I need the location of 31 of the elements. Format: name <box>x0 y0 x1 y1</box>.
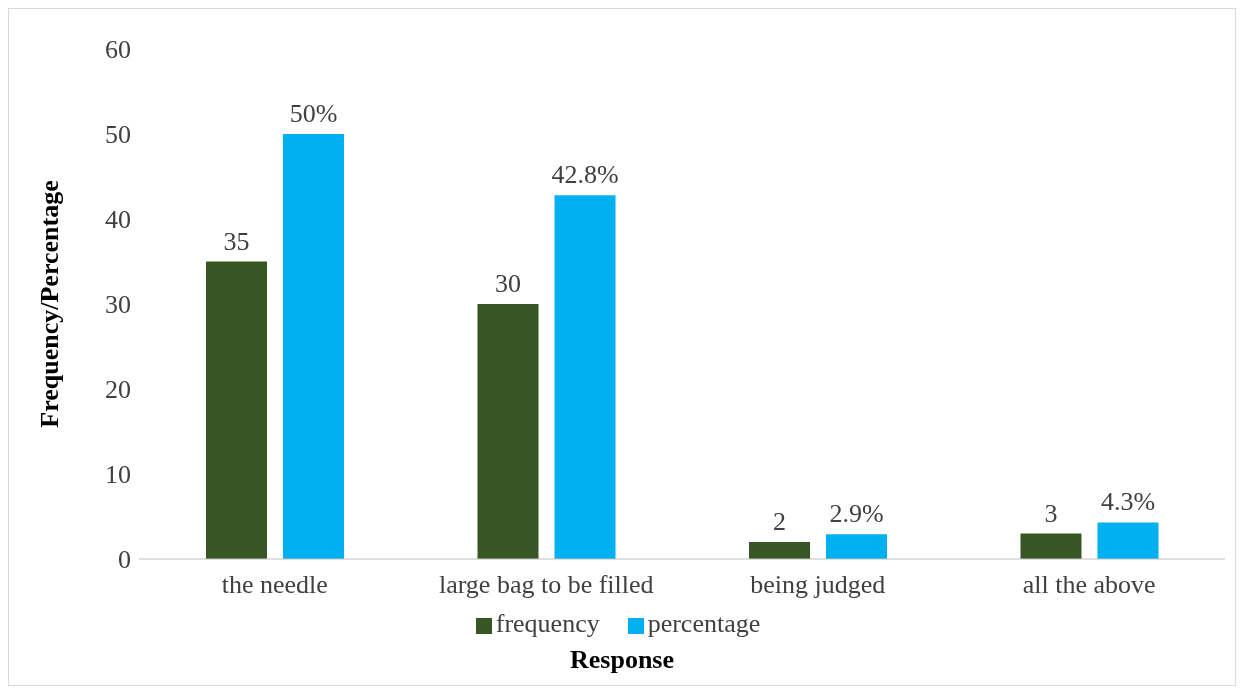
y-tick-label: 50 <box>105 120 131 150</box>
data-label: 3 <box>1044 498 1058 528</box>
x-axis-title: Response <box>569 645 675 675</box>
x-tick-label: large bag to be filled <box>438 570 654 600</box>
bar <box>1097 522 1159 559</box>
data-label: 30 <box>495 269 521 298</box>
legend-label: frequency <box>495 609 600 638</box>
y-tick-label: 30 <box>105 290 131 320</box>
data-label: 35 <box>223 226 250 256</box>
x-tick-label: being judged <box>750 570 886 600</box>
y-tick-label: 10 <box>105 460 131 490</box>
bar <box>283 134 344 559</box>
bar <box>477 304 539 559</box>
data-label: 2 <box>773 507 786 536</box>
y-tick-label: 60 <box>105 35 131 65</box>
x-tick-label: the needle <box>221 570 328 600</box>
data-label: 2.9% <box>829 499 884 529</box>
x-tick-label: all the above <box>1022 570 1156 600</box>
y-tick-label: 20 <box>105 375 131 405</box>
bar <box>1020 533 1082 559</box>
bar <box>554 195 616 559</box>
bar <box>206 261 267 559</box>
data-label: 4.3% <box>1100 487 1156 517</box>
data-label: 50% <box>289 99 338 128</box>
y-axis-title: Frequency/Percentage <box>35 180 65 428</box>
legend-label: percentage <box>647 609 761 638</box>
y-tick-label: 0 <box>118 545 131 575</box>
data-label: 42.8% <box>551 160 619 190</box>
bar <box>826 534 887 559</box>
bar <box>749 542 810 559</box>
y-tick-label: 40 <box>105 205 131 235</box>
